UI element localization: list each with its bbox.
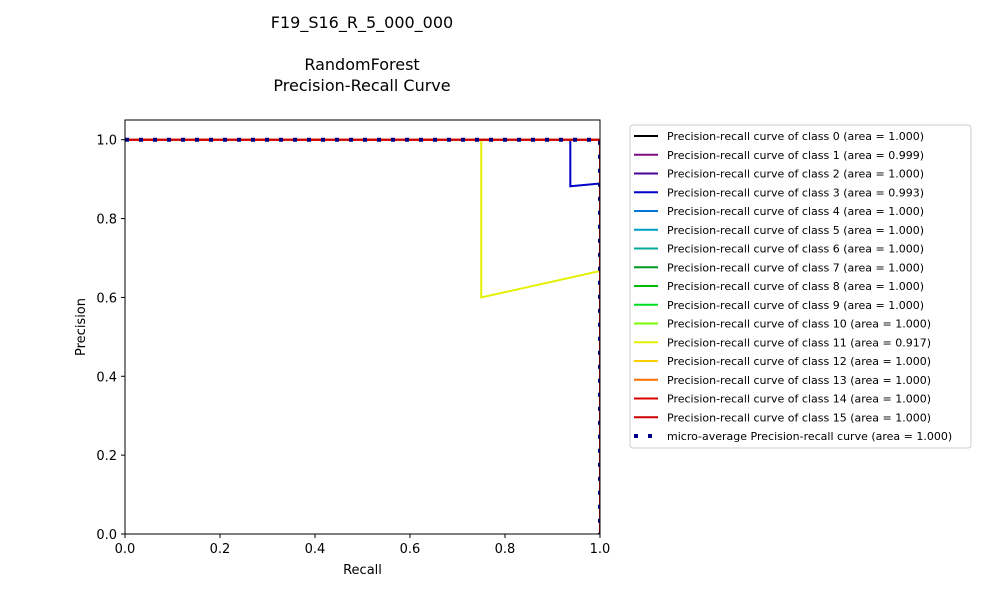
- series-line-4: [125, 138, 600, 534]
- y-axis-label: Precision: [74, 298, 89, 356]
- plot-area: [125, 137, 600, 534]
- title-line-0: F19_S16_R_5_000_000: [271, 13, 453, 33]
- legend-entry-2: Precision-recall curve of class 2 (area …: [667, 168, 924, 181]
- legend-entry-10: Precision-recall curve of class 10 (area…: [667, 318, 931, 331]
- y-tick-label-2: 0.4: [96, 370, 117, 385]
- series-line-7: [125, 138, 600, 534]
- legend-entry-14: Precision-recall curve of class 14 (area…: [667, 393, 931, 406]
- series-line-3: [125, 138, 600, 534]
- legend-entry-7: Precision-recall curve of class 7 (area …: [667, 261, 924, 274]
- legend-entry-12: Precision-recall curve of class 12 (area…: [667, 355, 931, 368]
- title-line-2: RandomForest: [304, 55, 419, 74]
- y-tick-label-1: 0.2: [96, 449, 117, 464]
- axes: 0.0 0.2 0.4 0.6 0.8 1.0 0.0 0.2 0.4 0.6 0.8 1.0: [96, 119, 611, 557]
- series-line-11: [125, 138, 600, 534]
- x-tick-label-2: 0.4: [305, 542, 326, 557]
- legend-entry-13: Precision-recall curve of class 13 (area…: [667, 374, 931, 387]
- legend-entry-5: Precision-recall curve of class 5 (area …: [667, 224, 924, 237]
- legend-entry-3: Precision-recall curve of class 3 (area …: [667, 186, 924, 199]
- series-line-6: [125, 138, 600, 534]
- series-line-8: [125, 138, 600, 534]
- legend-entry-6: Precision-recall curve of class 6 (area …: [667, 243, 924, 256]
- legend-entry-8: Precision-recall curve of class 8 (area …: [667, 280, 924, 293]
- x-tick-label-4: 0.8: [495, 542, 516, 557]
- series-line-0: [125, 138, 600, 534]
- x-tick-label-0: 0.0: [115, 542, 136, 557]
- legend-entry-0: Precision-recall curve of class 0 (area …: [667, 130, 924, 143]
- legend-entry-9: Precision-recall curve of class 9 (area …: [667, 299, 924, 312]
- series-line-5: [125, 138, 600, 534]
- legend: Precision-recall curve of class 0 (area …: [629, 124, 972, 449]
- y-tick-label-5: 1.0: [96, 134, 117, 149]
- series-line-12: [125, 138, 600, 534]
- series-line-9: [125, 138, 600, 534]
- y-tick-label-0: 0.0: [96, 528, 117, 543]
- series-line-13: [125, 138, 600, 534]
- legend-entry-1: Precision-recall curve of class 1 (area …: [667, 149, 924, 162]
- legend-entry-15: Precision-recall curve of class 15 (area…: [667, 411, 931, 424]
- series-line-10: [125, 138, 600, 534]
- series-line-16: [125, 137, 600, 534]
- legend-entry-11: Precision-recall curve of class 11 (area…: [667, 336, 931, 349]
- x-tick-label-5: 1.0: [590, 542, 611, 557]
- x-axis-label: Recall: [343, 563, 382, 578]
- y-tick-label-3: 0.6: [96, 291, 117, 306]
- series-line-1: [125, 138, 600, 534]
- legend-box: [629, 124, 972, 449]
- title-line-3: Precision-Recall Curve: [273, 76, 450, 95]
- x-tick-label-3: 0.6: [400, 542, 421, 557]
- chart-title: F19_S16_R_5_000_000 RandomForest Precision…: [271, 13, 453, 95]
- series-line-15: [125, 138, 600, 534]
- axes-frame: [124, 119, 601, 535]
- series-line-14: [125, 138, 600, 534]
- x-tick-label-1: 0.2: [210, 542, 231, 557]
- series-line-2: [125, 138, 600, 534]
- y-tick-label-4: 0.8: [96, 213, 117, 228]
- legend-entry-16: micro-average Precision-recall curve (ar…: [667, 430, 952, 443]
- legend-entry-4: Precision-recall curve of class 4 (area …: [667, 205, 924, 218]
